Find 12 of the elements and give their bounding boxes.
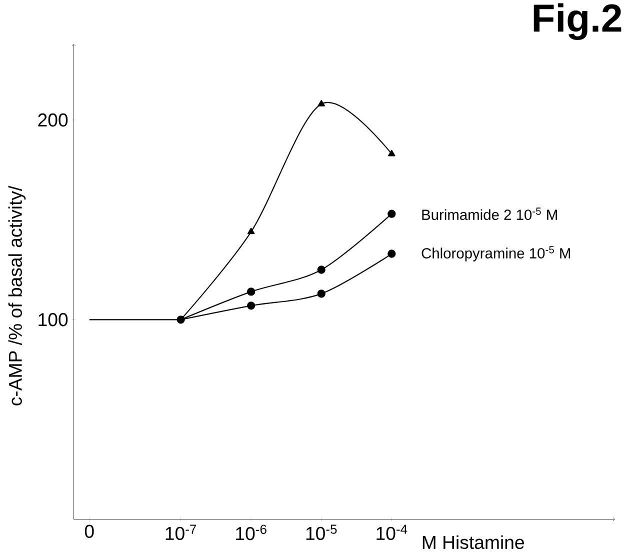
- x-tick-label: 10$^{-7}$: [166, 524, 196, 540]
- y-axis-title: c-AMP /% of basal activity/: [8, 186, 26, 406]
- x-tick-label: 10$^{-6}$: [236, 524, 266, 540]
- x-tick-label: 10$^{-4}$: [376, 524, 408, 540]
- series-label: Chloropyramine 10$^{-5}$ M: [422, 246, 570, 262]
- x-tick-label: 10$^{-5}$: [306, 524, 337, 540]
- y-tick-label: 200: [38, 114, 68, 127]
- x-axis-title: M Histamine: [422, 535, 524, 550]
- series-label: Burimamide 2 10$^{-5}$ M: [422, 208, 557, 220]
- chart-title: Fig.2: [534, 3, 622, 40]
- x-tick-label: 0: [84, 524, 94, 538]
- y-tick-label: 100: [38, 313, 68, 326]
